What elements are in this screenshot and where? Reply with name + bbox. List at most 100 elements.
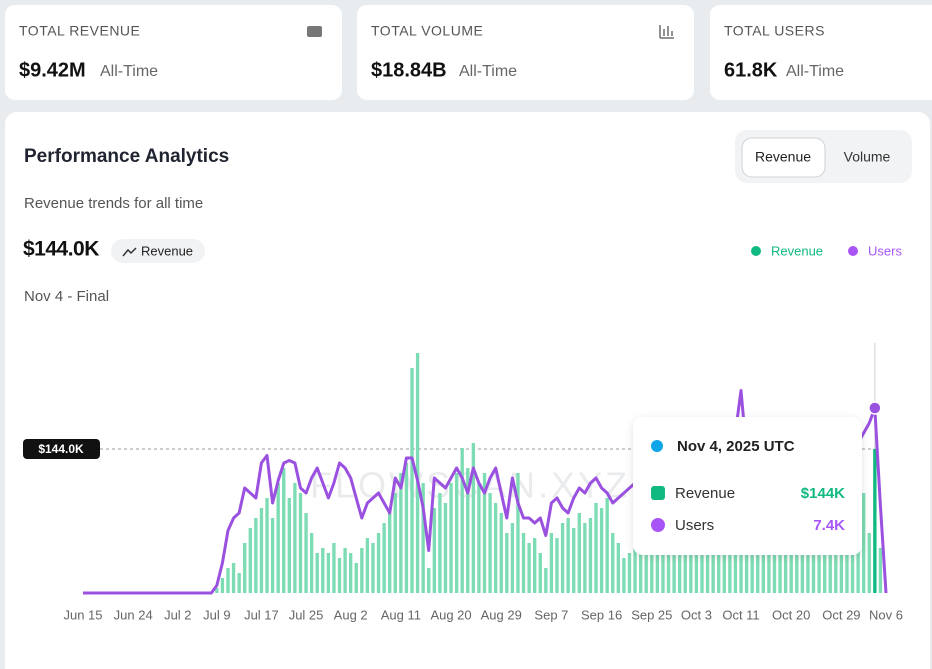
- bar: [683, 531, 687, 593]
- bar: [454, 473, 459, 593]
- bar: [717, 535, 721, 593]
- stat-period: All-Time: [786, 63, 844, 80]
- bar: [650, 545, 654, 593]
- legend-swatch: [848, 246, 858, 256]
- stat-period: All-Time: [100, 63, 158, 80]
- x-tick-label: Jul 25: [289, 607, 324, 622]
- bar: [388, 513, 392, 593]
- bar: [471, 443, 476, 593]
- bar: [270, 518, 275, 593]
- tooltip-name: Users: [675, 517, 714, 534]
- bar: [778, 533, 782, 593]
- badge: [111, 239, 205, 263]
- x-tick-label: Jun 15: [63, 607, 102, 622]
- bar: [538, 553, 542, 593]
- bar: [750, 533, 754, 593]
- bar: [700, 541, 704, 593]
- bar: [460, 448, 464, 593]
- tooltip-swatch: [651, 518, 665, 532]
- bar: [337, 558, 342, 593]
- bar: [488, 493, 492, 593]
- stat-label: TOTAL REVENUE: [19, 23, 140, 39]
- bar: [622, 558, 626, 593]
- bar: [605, 498, 609, 593]
- bar: [276, 483, 280, 593]
- bar: [739, 523, 743, 593]
- bar: [555, 538, 559, 593]
- active-point: [868, 401, 882, 415]
- stat-label: TOTAL USERS: [724, 23, 825, 39]
- bar: [655, 541, 660, 593]
- bar: [404, 463, 409, 593]
- bar: [689, 538, 693, 593]
- bar: [733, 531, 738, 593]
- x-tick-label: Sep 25: [631, 607, 672, 622]
- stat-value: 61.8K: [724, 59, 778, 81]
- bar: [315, 553, 319, 593]
- bar: [427, 568, 431, 593]
- bar: [382, 523, 386, 593]
- bar: [376, 533, 381, 593]
- bar: [705, 533, 710, 593]
- stat-card: [5, 5, 342, 100]
- x-tick-label: Sep 16: [581, 607, 622, 622]
- chart-icon: [659, 25, 674, 39]
- tooltip-value: 7.4K: [813, 517, 845, 534]
- bar: [343, 548, 347, 593]
- bar: [644, 538, 648, 593]
- bar: [772, 525, 777, 593]
- bar: [304, 513, 308, 593]
- stat-value: $9.42M: [19, 59, 86, 81]
- bar: [627, 553, 632, 593]
- bar: [326, 553, 331, 593]
- bar: [672, 543, 676, 593]
- bar: [332, 543, 336, 593]
- bar: [393, 493, 397, 593]
- bar: [443, 503, 448, 593]
- date-label: Nov 4 - Final: [24, 288, 109, 305]
- bar: [811, 531, 816, 593]
- tooltip-title: Nov 4, 2025 UTC: [677, 438, 795, 455]
- x-tick-label: Jul 17: [244, 607, 279, 622]
- bar: [633, 548, 637, 593]
- bar: [588, 518, 593, 593]
- x-tick-label: Jun 24: [114, 607, 153, 622]
- bar: [421, 483, 425, 593]
- legend-label: Users: [868, 243, 902, 258]
- stat-label: TOTAL VOLUME: [371, 23, 483, 39]
- x-tick-label: Oct 3: [681, 607, 712, 622]
- bar: [254, 518, 258, 593]
- legend-label: Revenue: [771, 243, 823, 258]
- bar: [293, 483, 297, 593]
- x-tick-label: Oct 11: [722, 607, 759, 622]
- toggle-option[interactable]: Revenue: [755, 149, 811, 165]
- bar: [321, 548, 325, 593]
- bar: [215, 588, 219, 593]
- legend-swatch: [751, 246, 761, 256]
- bar: [533, 538, 537, 593]
- x-tick-label: Aug 11: [381, 607, 421, 622]
- bar: [867, 533, 871, 593]
- bar: [761, 535, 765, 593]
- toggle-active[interactable]: [741, 137, 826, 178]
- bar: [365, 538, 370, 593]
- bar: [839, 518, 844, 593]
- x-tick-label: Oct 20: [772, 607, 810, 622]
- x-tick-label: Nov 6: [869, 607, 903, 622]
- x-tick-label: Aug 2: [334, 607, 368, 622]
- bar: [767, 531, 771, 593]
- bar: [806, 523, 810, 593]
- bar: [616, 543, 621, 593]
- bar: [661, 533, 665, 593]
- toggle-option[interactable]: Volume: [844, 149, 891, 165]
- reference-label: $144.0K: [38, 442, 84, 456]
- headline: $144.0K: [23, 238, 99, 261]
- bar: [282, 468, 286, 593]
- x-tick-label: Aug 29: [481, 607, 522, 622]
- bar: [560, 523, 565, 593]
- bar: [466, 468, 470, 593]
- bar: [800, 528, 805, 593]
- bar: [795, 535, 799, 593]
- bar: [309, 533, 314, 593]
